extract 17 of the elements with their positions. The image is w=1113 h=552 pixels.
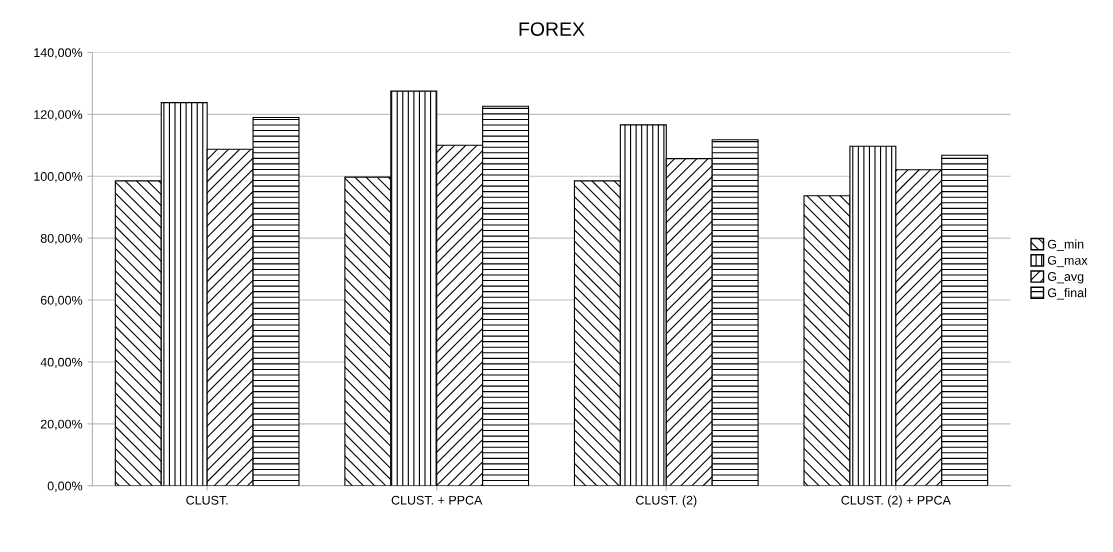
y-tick-label: 20,00%	[40, 419, 83, 430]
x-tick-label: CLUST. + PPCA	[391, 495, 483, 505]
y-tick-label: 120,00%	[34, 110, 83, 121]
y-tick-label: 140,00%	[34, 48, 83, 59]
y-tick-label: 40,00%	[40, 357, 83, 369]
y-tick-label: 0,00%	[47, 481, 83, 492]
legend-label: G_max	[1047, 255, 1088, 268]
x-tick-label: CLUST.	[186, 495, 228, 505]
y-tick-label: 60,00%	[40, 295, 83, 307]
legend-label: G_avg	[1047, 272, 1084, 284]
legend-label: G_final	[1047, 288, 1087, 300]
y-tick-label: 80,00%	[40, 233, 83, 245]
chart-title: FOREX	[519, 22, 585, 36]
legend-label: G_min	[1047, 239, 1084, 251]
x-tick-label: CLUST. (2) + PPCA	[841, 495, 951, 508]
y-tick-label: 100,00%	[34, 172, 83, 183]
x-tick-label: CLUST. (2)	[636, 495, 697, 508]
